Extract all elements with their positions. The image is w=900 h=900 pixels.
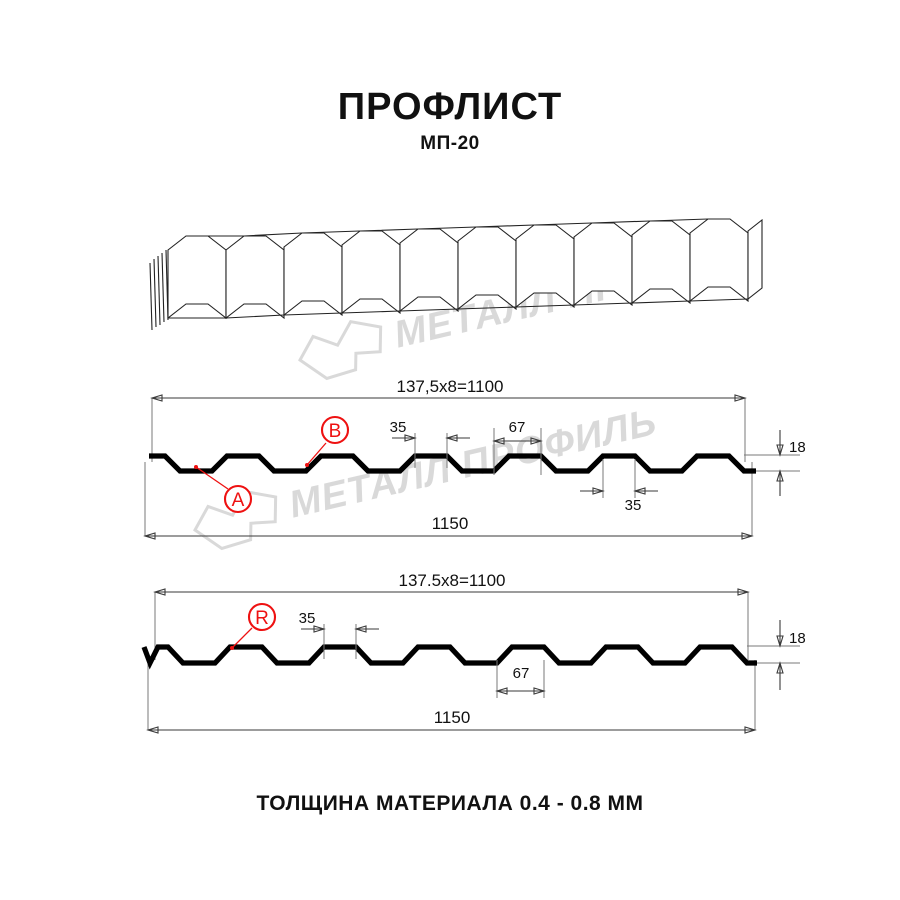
iso-corrugation bbox=[167, 218, 763, 320]
callout-a-label: A bbox=[232, 490, 245, 511]
dimension-pitch-total-bottom: 137.5x8=1100 bbox=[153, 571, 750, 660]
watermark-section-top: МЕТАЛЛ ПРОФИЛЬ bbox=[193, 401, 661, 551]
callout-r-label: R bbox=[255, 608, 269, 629]
watermark-iso: МЕТАЛЛ ПРОФИЛЬ bbox=[298, 231, 766, 381]
dimension-rib-top-width-top-2: 35 bbox=[580, 459, 658, 514]
dimension-label-height-top: 18 bbox=[789, 439, 806, 456]
product-model: МП-20 bbox=[420, 133, 480, 154]
callout-b-circle bbox=[320, 415, 350, 445]
dimension-label-pitch-total-bottom: 137.5x8=1100 bbox=[399, 571, 506, 590]
dimension-valley-width-top: 67 bbox=[492, 419, 543, 475]
callout-b: B bbox=[305, 415, 350, 467]
dimension-height-top: 18 bbox=[744, 430, 806, 496]
watermark-text: МЕТАЛЛ ПРОФИЛЬ bbox=[390, 231, 766, 356]
dimension-label-overall-width-bottom: 1150 bbox=[434, 708, 471, 727]
dimension-label-pitch-total-top: 137,5x8=1100 bbox=[397, 377, 504, 396]
material-thickness-note: ТОЛЩИНА МАТЕРИАЛА 0.4 - 0.8 ММ bbox=[256, 792, 644, 815]
callout-r: R bbox=[230, 602, 277, 650]
dimension-label-rib-top-width-top: 35 bbox=[390, 419, 407, 436]
dimension-rib-top-width-top: 35 bbox=[390, 419, 470, 468]
isometric-view bbox=[149, 218, 763, 331]
dimension-label-valley-width-top: 67 bbox=[509, 419, 526, 436]
callout-r-circle bbox=[247, 602, 277, 632]
dimension-label-rib-top-width-top-2: 35 bbox=[625, 497, 642, 514]
dimension-height-bottom: 18 bbox=[747, 620, 806, 690]
dimension-rib-top-width-bottom: 35 bbox=[299, 610, 379, 659]
iso-cut-edge bbox=[149, 249, 169, 331]
profile-outline-top bbox=[149, 453, 756, 474]
dimension-label-valley-width-bottom: 67 bbox=[513, 665, 530, 682]
dimension-overall-width-bottom: 1150 bbox=[146, 660, 757, 734]
section-view-top: 137,5x8=1100 1150 bbox=[143, 377, 806, 540]
callout-a: A bbox=[194, 465, 253, 514]
profile-outline-bottom bbox=[141, 644, 757, 670]
page-title: ПРОФЛИСТ bbox=[337, 86, 563, 128]
dimension-pitch-total-top: 137,5x8=1100 bbox=[150, 377, 747, 462]
dimension-valley-width-bottom: 67 bbox=[495, 660, 546, 698]
dimension-label-overall-width-top: 1150 bbox=[432, 514, 469, 533]
dimension-label-rib-top-width-bottom: 35 bbox=[299, 610, 316, 627]
dimension-label-height-bottom: 18 bbox=[789, 630, 806, 647]
callout-a-circle bbox=[223, 484, 253, 514]
callout-b-label: B bbox=[329, 421, 342, 442]
dimension-overall-width-top: 1150 bbox=[143, 462, 754, 540]
watermark-text-2: МЕТАЛЛ ПРОФИЛЬ bbox=[285, 401, 661, 526]
section-view-bottom: 137.5x8=1100 1150 bbox=[141, 571, 806, 734]
